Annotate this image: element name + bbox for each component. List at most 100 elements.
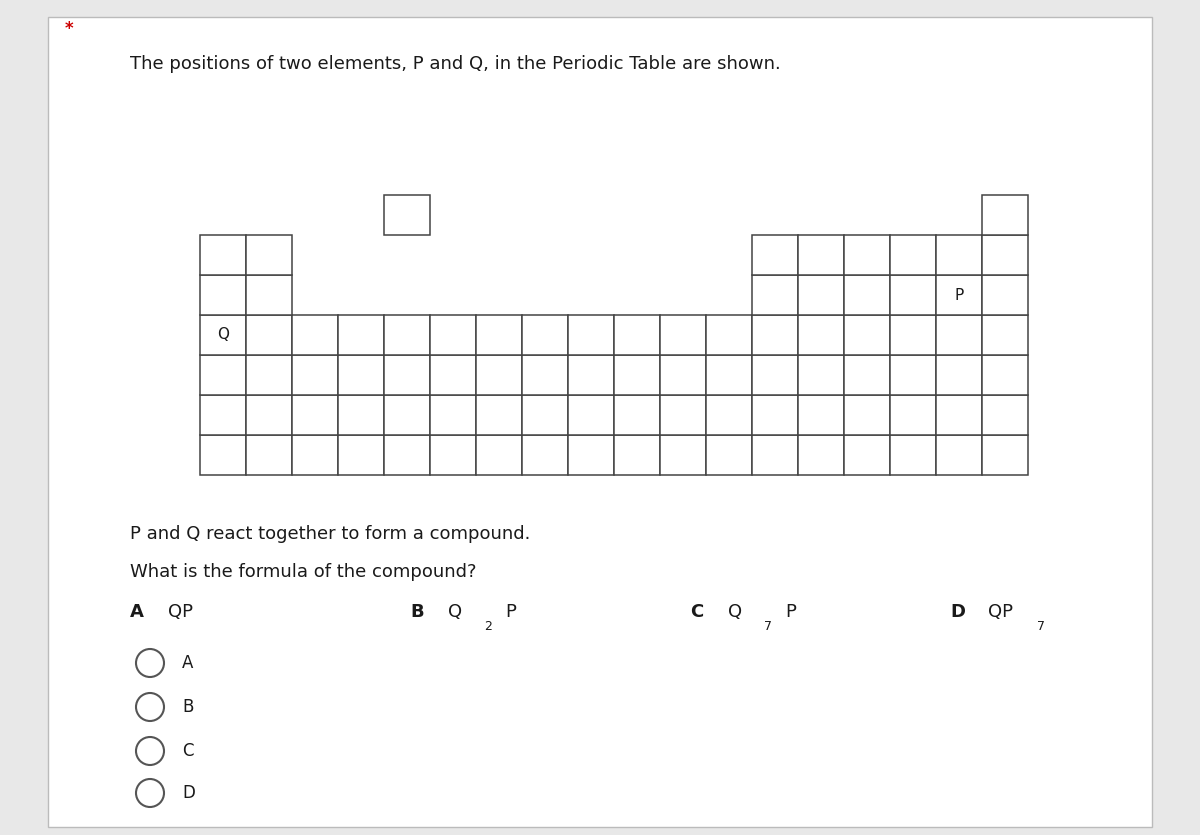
Bar — [798, 235, 844, 275]
Bar — [798, 355, 844, 395]
Text: Q: Q — [217, 327, 229, 342]
Bar — [798, 435, 844, 475]
Text: QP: QP — [988, 603, 1013, 621]
Bar — [844, 395, 890, 435]
Bar — [936, 275, 982, 315]
Bar — [384, 355, 430, 395]
Bar — [200, 315, 246, 355]
Bar — [522, 395, 568, 435]
Bar — [246, 275, 292, 315]
Bar — [982, 435, 1028, 475]
Text: P: P — [954, 287, 964, 302]
Bar — [752, 395, 798, 435]
Text: Q: Q — [728, 603, 742, 621]
Bar — [522, 315, 568, 355]
Text: *: * — [65, 20, 73, 38]
Text: D: D — [182, 784, 194, 802]
Bar — [752, 355, 798, 395]
Bar — [568, 395, 614, 435]
Bar — [430, 435, 476, 475]
Bar — [568, 435, 614, 475]
Circle shape — [136, 693, 164, 721]
Bar — [568, 315, 614, 355]
Bar — [476, 435, 522, 475]
Bar — [338, 355, 384, 395]
Bar — [890, 395, 936, 435]
Bar — [568, 355, 614, 395]
Text: 7: 7 — [1037, 620, 1045, 633]
Bar — [660, 395, 706, 435]
Text: P and Q react together to form a compound.: P and Q react together to form a compoun… — [130, 525, 530, 543]
Bar — [338, 395, 384, 435]
Bar — [200, 275, 246, 315]
Bar — [890, 355, 936, 395]
Text: B: B — [410, 603, 424, 621]
Bar — [292, 315, 338, 355]
Text: C: C — [182, 742, 193, 760]
Bar — [384, 435, 430, 475]
Text: P: P — [785, 603, 796, 621]
Bar — [706, 355, 752, 395]
Bar — [798, 275, 844, 315]
Bar — [292, 395, 338, 435]
Bar — [844, 235, 890, 275]
Text: What is the formula of the compound?: What is the formula of the compound? — [130, 563, 476, 581]
Bar — [430, 355, 476, 395]
Bar — [614, 435, 660, 475]
Bar — [890, 315, 936, 355]
Bar — [246, 315, 292, 355]
Text: C: C — [690, 603, 703, 621]
Bar — [246, 435, 292, 475]
Bar — [982, 275, 1028, 315]
Bar — [982, 315, 1028, 355]
Text: A: A — [130, 603, 144, 621]
Bar — [660, 315, 706, 355]
Bar — [338, 315, 384, 355]
Text: 7: 7 — [764, 620, 772, 633]
Bar — [982, 195, 1028, 235]
Bar — [844, 355, 890, 395]
Bar — [936, 395, 982, 435]
Bar — [476, 355, 522, 395]
Bar — [200, 355, 246, 395]
Bar — [246, 355, 292, 395]
Bar — [752, 275, 798, 315]
Bar — [614, 315, 660, 355]
Circle shape — [136, 737, 164, 765]
Bar — [476, 315, 522, 355]
Circle shape — [136, 779, 164, 807]
Bar — [338, 435, 384, 475]
Bar — [844, 435, 890, 475]
Bar — [706, 315, 752, 355]
Bar — [890, 275, 936, 315]
Text: B: B — [182, 698, 193, 716]
Bar — [798, 395, 844, 435]
Bar — [936, 315, 982, 355]
Bar — [982, 395, 1028, 435]
Bar — [200, 235, 246, 275]
Bar — [706, 435, 752, 475]
Text: D: D — [950, 603, 965, 621]
Bar — [660, 435, 706, 475]
Text: 2: 2 — [484, 620, 492, 633]
Bar — [706, 395, 752, 435]
Bar — [752, 235, 798, 275]
Circle shape — [136, 649, 164, 677]
Bar — [752, 435, 798, 475]
Bar — [384, 195, 430, 235]
Bar — [936, 435, 982, 475]
Bar — [890, 435, 936, 475]
Bar — [430, 395, 476, 435]
Bar — [936, 355, 982, 395]
Bar — [890, 235, 936, 275]
Text: A: A — [182, 654, 193, 672]
Bar — [982, 235, 1028, 275]
Bar — [844, 275, 890, 315]
Bar — [384, 395, 430, 435]
Text: QP: QP — [168, 603, 193, 621]
Bar — [430, 315, 476, 355]
Bar — [384, 315, 430, 355]
Bar — [292, 435, 338, 475]
Bar — [798, 315, 844, 355]
Bar — [614, 355, 660, 395]
